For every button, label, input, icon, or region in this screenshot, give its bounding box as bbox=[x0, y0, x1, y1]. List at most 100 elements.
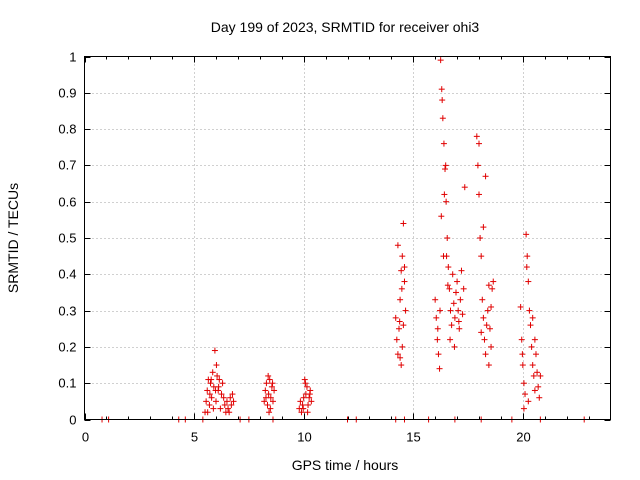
data-point bbox=[477, 235, 484, 241]
data-point bbox=[520, 405, 527, 412]
x-tick-label: 0 bbox=[82, 430, 89, 445]
data-point bbox=[434, 336, 441, 343]
data-point bbox=[531, 336, 538, 343]
data-point bbox=[219, 380, 226, 387]
data-point bbox=[230, 398, 237, 405]
data-points bbox=[99, 57, 588, 423]
data-point bbox=[455, 307, 462, 314]
data-point bbox=[301, 376, 308, 383]
data-point bbox=[481, 336, 488, 343]
data-point bbox=[221, 401, 228, 408]
data-point bbox=[523, 231, 530, 238]
data-point bbox=[441, 191, 448, 198]
data-point bbox=[206, 391, 213, 398]
data-point bbox=[397, 354, 404, 361]
data-point bbox=[397, 296, 404, 303]
data-point bbox=[399, 343, 406, 350]
data-point bbox=[522, 391, 529, 398]
data-point bbox=[518, 336, 525, 343]
data-point bbox=[227, 394, 234, 401]
data-point bbox=[269, 380, 276, 387]
data-point bbox=[473, 133, 480, 140]
y-tick-label: 0.2 bbox=[58, 340, 76, 355]
data-point bbox=[485, 362, 492, 369]
data-point bbox=[525, 278, 532, 285]
data-point bbox=[528, 343, 535, 350]
data-point bbox=[297, 398, 304, 405]
data-point bbox=[531, 387, 538, 394]
data-point bbox=[300, 405, 307, 412]
data-point bbox=[446, 285, 453, 292]
y-axis-label: SRMTID / TECUs bbox=[5, 183, 21, 293]
data-point bbox=[210, 405, 217, 412]
data-point bbox=[474, 162, 481, 169]
data-point bbox=[399, 253, 406, 260]
data-point bbox=[396, 325, 403, 332]
data-point bbox=[460, 285, 467, 292]
data-point bbox=[483, 322, 490, 329]
data-point bbox=[435, 351, 442, 358]
data-point bbox=[266, 409, 273, 416]
data-point bbox=[206, 401, 213, 408]
data-point bbox=[261, 398, 268, 405]
data-point bbox=[480, 314, 487, 321]
data-point bbox=[229, 391, 236, 398]
data-point bbox=[490, 278, 497, 285]
data-point bbox=[218, 391, 225, 398]
data-point bbox=[433, 314, 440, 321]
data-point bbox=[402, 307, 409, 314]
data-point bbox=[204, 409, 211, 416]
data-point bbox=[204, 387, 211, 394]
data-point bbox=[225, 405, 232, 412]
data-point bbox=[488, 303, 495, 310]
x-tick-label: 10 bbox=[297, 430, 311, 445]
data-point bbox=[208, 376, 215, 383]
data-point bbox=[443, 253, 450, 260]
data-point bbox=[223, 398, 230, 405]
data-point bbox=[451, 343, 458, 350]
y-tick-label: 0.3 bbox=[58, 304, 76, 319]
data-point bbox=[536, 394, 543, 401]
data-point bbox=[486, 325, 493, 332]
data-point bbox=[401, 264, 408, 271]
data-point bbox=[534, 369, 541, 376]
data-point bbox=[401, 278, 408, 285]
data-point bbox=[436, 365, 443, 372]
data-point bbox=[452, 289, 459, 296]
data-point bbox=[303, 383, 310, 390]
data-point bbox=[213, 398, 219, 405]
data-point bbox=[304, 409, 311, 416]
x-tick-label: 20 bbox=[516, 430, 530, 445]
x-axis-label: GPS time / hours bbox=[292, 457, 399, 473]
data-point bbox=[520, 380, 527, 387]
data-point bbox=[267, 405, 274, 412]
data-point bbox=[203, 398, 210, 405]
data-point bbox=[220, 394, 227, 401]
data-point bbox=[393, 336, 400, 343]
data-point bbox=[529, 314, 536, 321]
data-point bbox=[436, 307, 443, 314]
data-point bbox=[269, 398, 276, 405]
data-point bbox=[432, 296, 439, 303]
data-point bbox=[444, 282, 451, 289]
data-point bbox=[529, 362, 536, 369]
data-point bbox=[444, 235, 451, 241]
data-point bbox=[527, 322, 534, 329]
data-point bbox=[208, 394, 215, 401]
data-point bbox=[265, 391, 272, 398]
y-tick-label: 0.8 bbox=[58, 122, 76, 137]
x-tick-label: 15 bbox=[406, 430, 420, 445]
data-point bbox=[392, 314, 399, 321]
axes: 00.10.20.30.40.50.60.70.80.910 5 10 15 20 bbox=[58, 50, 611, 445]
data-point bbox=[437, 57, 444, 64]
y-tick-label: 0.7 bbox=[58, 158, 76, 173]
data-point bbox=[268, 383, 275, 390]
data-point bbox=[449, 271, 456, 278]
y-tick-label: 0.5 bbox=[58, 231, 76, 246]
data-point bbox=[394, 242, 401, 249]
data-point bbox=[535, 383, 542, 390]
data-point bbox=[266, 376, 273, 383]
data-point bbox=[488, 343, 495, 350]
data-point bbox=[524, 253, 531, 260]
data-point bbox=[519, 351, 526, 358]
